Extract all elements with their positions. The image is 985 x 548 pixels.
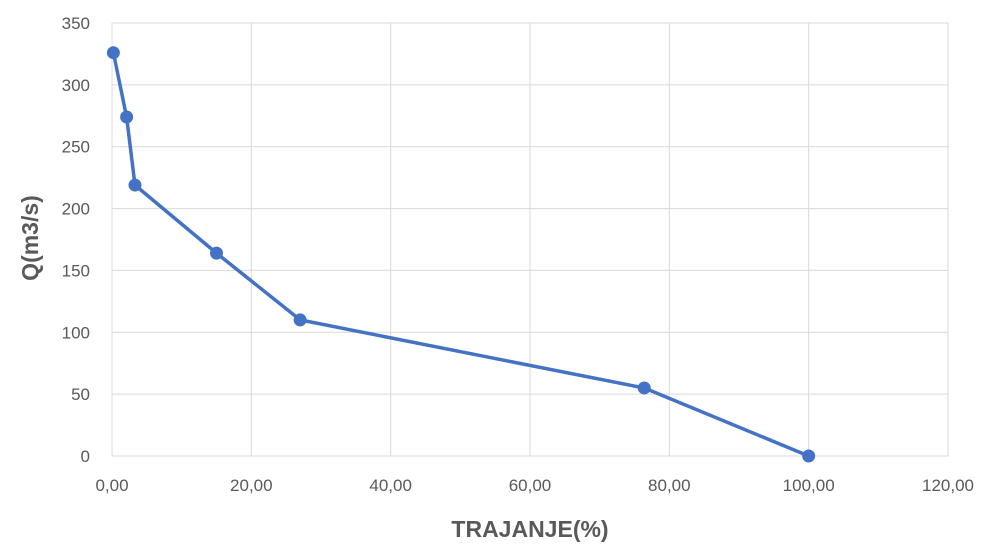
x-tick-label: 60,00 [509,476,552,495]
data-point [106,46,120,60]
x-axis-title: TRAJANJE(%) [451,516,608,542]
y-tick-label: 50 [71,385,90,404]
y-tick-label: 0 [81,447,90,466]
x-tick-label: 100,00 [783,476,835,495]
data-point [210,246,223,260]
x-axis-ticks: 0,00 20,00 40,00 60,00 80,00 100,00 120,00 [95,476,974,495]
data-point [120,110,134,124]
data-point [128,178,142,192]
x-tick-label: 40,00 [369,476,412,495]
x-tick-label: 120,00 [922,476,974,495]
y-tick-label: 150 [62,261,90,280]
y-axis-ticks: 0 50 100 150 200 250 300 350 [62,14,90,466]
data-point [293,313,307,327]
y-tick-label: 350 [62,14,90,33]
series-layer [106,46,816,463]
y-tick-label: 100 [62,323,90,342]
y-axis-title: Q(m3/s) [17,195,43,281]
y-tick-label: 250 [62,138,90,157]
y-tick-label: 300 [62,76,90,95]
x-tick-label: 80,00 [648,476,691,495]
grid [111,22,949,457]
x-tick-label: 20,00 [230,476,273,495]
data-point [802,449,816,463]
data-point [637,381,651,395]
y-tick-label: 200 [62,200,90,219]
x-tick-label: 0,00 [95,476,128,495]
